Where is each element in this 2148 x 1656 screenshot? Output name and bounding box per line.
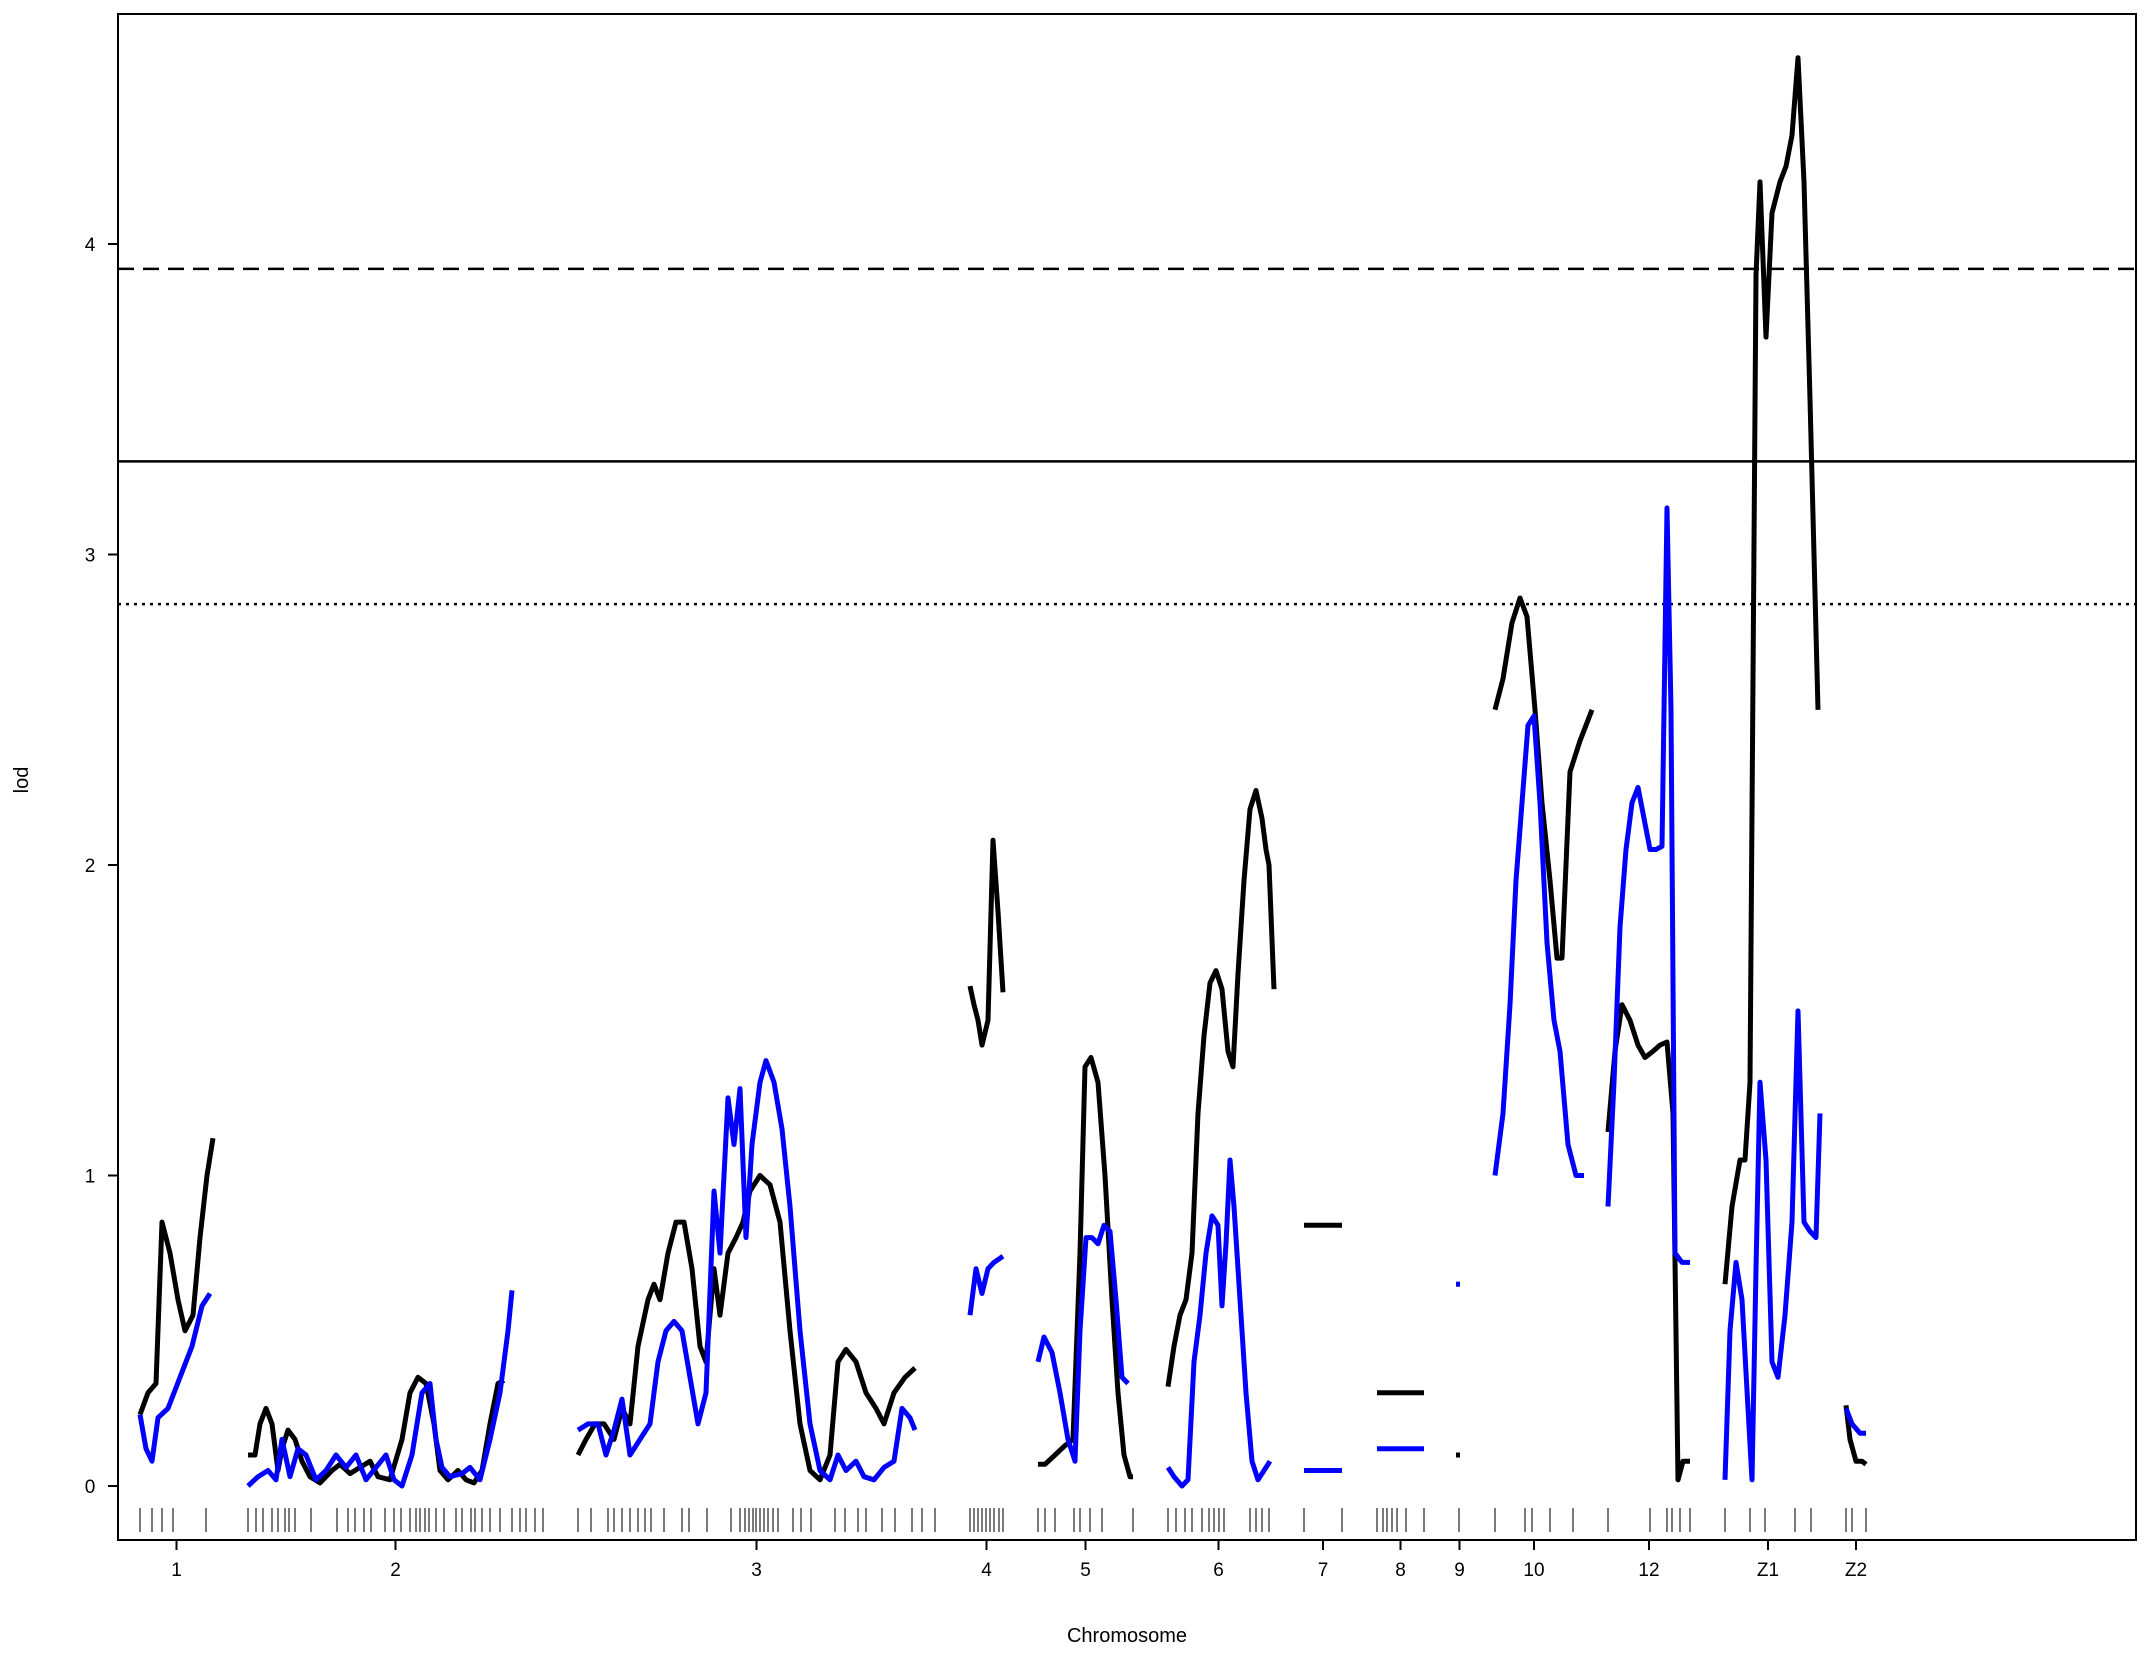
- y-tick-label-0: 0: [85, 1477, 96, 1498]
- y-tick-label-1: 1: [85, 1167, 96, 1188]
- x-tick-label-chr-1: 1: [171, 1560, 182, 1581]
- series-1-chr-Z2: [1843, 1405, 1868, 1467]
- x-tick-label-chr-8: 8: [1395, 1560, 1406, 1581]
- x-tick-label-chr-12: 12: [1638, 1560, 1659, 1581]
- series-2-chr-Z1: [1722, 1008, 1823, 1483]
- x-tick-label-chr-4: 4: [981, 1560, 992, 1581]
- x-tick-label-chr-5: 5: [1080, 1560, 1091, 1581]
- x-tick-label-chr-Z1: Z1: [1757, 1560, 1779, 1581]
- series-2-chr-6: [1165, 1157, 1273, 1489]
- series-2-chr-4: [967, 1254, 1005, 1316]
- y-tick-label-4: 4: [85, 235, 96, 256]
- series-2-chr-1: [137, 1292, 213, 1464]
- series-2-chr-10: [1492, 713, 1584, 1178]
- series-1-chr-Z1: [1722, 55, 1821, 1285]
- y-axis-title: lod: [11, 767, 33, 794]
- series-2-chr-Z2: [1843, 1407, 1866, 1436]
- y-tick-label-2: 2: [85, 856, 96, 877]
- y-tick-label-3: 3: [85, 546, 96, 567]
- threshold-lines: [118, 267, 2136, 606]
- x-axis-title: Chromosome: [1067, 1625, 1187, 1647]
- x-tick-label-chr-7: 7: [1318, 1560, 1329, 1581]
- series-1-chr-12: [1605, 1002, 1690, 1483]
- x-tick-label-chr-2: 2: [390, 1560, 401, 1581]
- series-1-chr-4: [967, 837, 1006, 1048]
- series-2-chr-12: [1605, 505, 1690, 1265]
- x-tick-label-chr-6: 6: [1213, 1560, 1224, 1581]
- series-2-chr-2: [246, 1290, 515, 1489]
- series-1-chr-3: [575, 1173, 917, 1483]
- y-axis: 0 1 2 3 4: [85, 235, 118, 1498]
- x-tick-label-chr-9: 9: [1454, 1560, 1465, 1581]
- series-2-chr-3: [576, 1058, 918, 1483]
- series-1-chr-6: [1165, 788, 1277, 1387]
- lod-curves: [137, 55, 1868, 1489]
- x-tick-label-chr-10: 10: [1523, 1560, 1544, 1581]
- x-tick-label-chr-Z2: Z2: [1845, 1560, 1867, 1581]
- series-1-chr-5: [1038, 1055, 1133, 1480]
- plot-frame: [117, 13, 2137, 1541]
- series-1-chr-1: [137, 1137, 216, 1416]
- x-axis: 1 2 3 4 5 6 7 8 9 10 12 Z1 Z2: [171, 1540, 1867, 1581]
- marker-rug: [139, 1508, 1867, 1532]
- x-tick-label-chr-3: 3: [751, 1560, 762, 1581]
- series-2-chr-5: [1035, 1222, 1130, 1464]
